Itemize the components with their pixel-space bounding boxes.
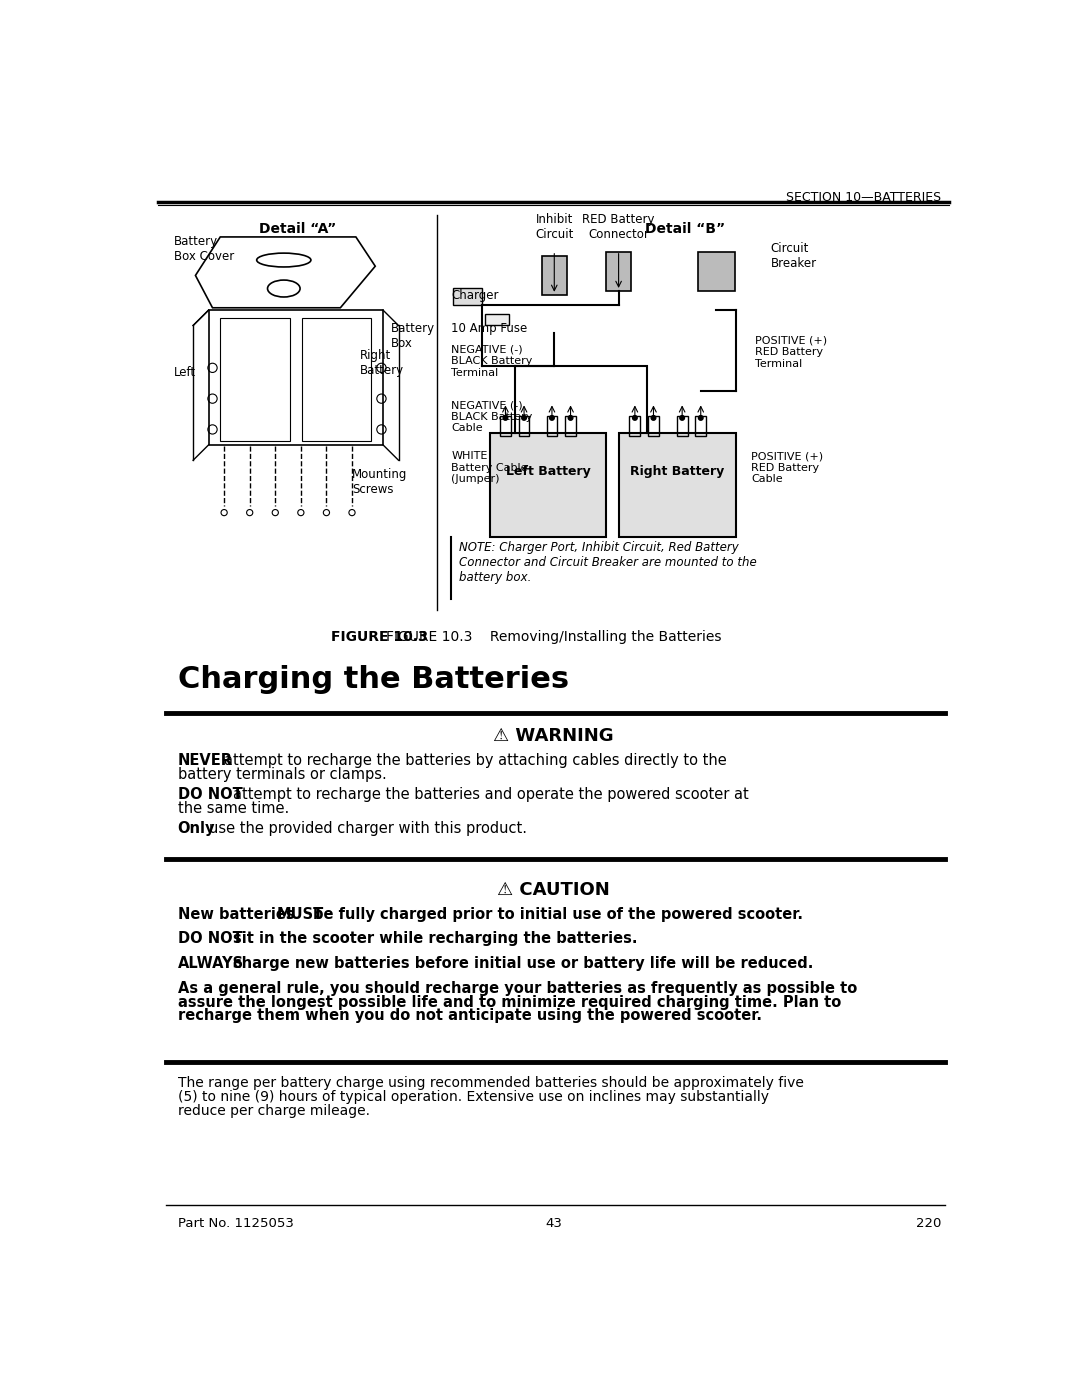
Bar [490, 433, 606, 538]
Text: ALWAYS: ALWAYS [177, 956, 244, 971]
Bar [485, 314, 509, 326]
Text: NEGATIVE (-)
BLACK Battery
Cable: NEGATIVE (-) BLACK Battery Cable [451, 400, 532, 433]
Text: The range per battery charge using recommended batteries should be approximately: The range per battery charge using recom… [177, 1076, 804, 1090]
Text: 10 Amp Fuse: 10 Amp Fuse [451, 321, 527, 335]
Text: DO NOT: DO NOT [177, 932, 242, 947]
Text: attempt to recharge the batteries and operate the powered scooter at: attempt to recharge the batteries and op… [233, 787, 750, 802]
Bar [698, 253, 734, 291]
Text: Right Battery: Right Battery [631, 465, 725, 478]
Text: 43: 43 [545, 1217, 562, 1231]
Circle shape [651, 415, 656, 420]
Text: Right
Battery: Right Battery [360, 349, 404, 377]
Text: NEGATIVE (-)
BLACK Battery
Terminal: NEGATIVE (-) BLACK Battery Terminal [451, 345, 532, 379]
Text: WHITE
Battery Cable
(Jumper): WHITE Battery Cable (Jumper) [451, 451, 528, 485]
Bar [619, 433, 735, 538]
Text: Left: Left [174, 366, 195, 380]
Circle shape [679, 415, 685, 420]
Text: Detail “B”: Detail “B” [645, 222, 726, 236]
Text: New batteries: New batteries [177, 907, 299, 922]
Text: assure the longest possible life and to minimize required charging time. Plan to: assure the longest possible life and to … [177, 995, 841, 1010]
Text: Charger: Charger [451, 289, 499, 302]
Circle shape [633, 415, 637, 420]
Text: Left Battery: Left Battery [505, 465, 591, 478]
Bar [518, 416, 529, 436]
Bar [630, 416, 640, 436]
Text: ⚠ WARNING: ⚠ WARNING [494, 726, 613, 745]
Text: Battery
Box Cover: Battery Box Cover [174, 236, 234, 264]
Text: Circuit
Breaker: Circuit Breaker [770, 242, 816, 270]
Text: RED Battery
Connector: RED Battery Connector [582, 212, 654, 240]
Text: battery terminals or clamps.: battery terminals or clamps. [177, 767, 387, 782]
Text: FIGURE 10.3: FIGURE 10.3 [332, 630, 428, 644]
Text: SECTION 10—BATTERIES: SECTION 10—BATTERIES [786, 191, 941, 204]
Text: MUST: MUST [276, 907, 324, 922]
Bar [453, 288, 482, 305]
Bar [542, 256, 567, 295]
Text: recharge them when you do not anticipate using the powered scooter.: recharge them when you do not anticipate… [177, 1009, 761, 1024]
Text: POSITIVE (+)
RED Battery
Terminal: POSITIVE (+) RED Battery Terminal [755, 335, 827, 369]
Bar [565, 416, 576, 436]
Text: Charging the Batteries: Charging the Batteries [177, 665, 569, 694]
Bar [677, 416, 688, 436]
Bar [648, 416, 659, 436]
Text: the same time.: the same time. [177, 800, 288, 816]
Circle shape [699, 415, 703, 420]
Bar [696, 416, 706, 436]
Bar [546, 416, 557, 436]
Text: attempt to recharge the batteries by attaching cables directly to the: attempt to recharge the batteries by att… [225, 753, 727, 768]
Text: use the provided charger with this product.: use the provided charger with this produ… [208, 820, 527, 835]
Bar [220, 317, 291, 441]
Text: 220: 220 [916, 1217, 941, 1231]
Circle shape [503, 415, 508, 420]
Text: reduce per charge mileage.: reduce per charge mileage. [177, 1104, 369, 1118]
Text: charge new batteries before initial use or battery life will be reduced.: charge new batteries before initial use … [233, 956, 814, 971]
Text: be fully charged prior to initial use of the powered scooter.: be fully charged prior to initial use of… [313, 907, 804, 922]
Text: sit in the scooter while recharging the batteries.: sit in the scooter while recharging the … [233, 932, 638, 947]
Text: Battery
Box: Battery Box [391, 321, 435, 349]
Text: Part No. 1125053: Part No. 1125053 [177, 1217, 294, 1231]
Text: As a general rule, you should recharge your batteries as frequently as possible : As a general rule, you should recharge y… [177, 981, 856, 996]
Bar [301, 317, 372, 441]
Bar [606, 253, 631, 291]
Text: FIGURE 10.3    Removing/Installing the Batteries: FIGURE 10.3 Removing/Installing the Batt… [386, 630, 721, 644]
Bar [500, 416, 511, 436]
Text: Only: Only [177, 820, 215, 835]
Text: NEVER: NEVER [177, 753, 232, 768]
Text: POSITIVE (+)
RED Battery
Cable: POSITIVE (+) RED Battery Cable [751, 451, 823, 485]
Text: NOTE: Charger Port, Inhibit Circuit, Red Battery
Connector and Circuit Breaker a: NOTE: Charger Port, Inhibit Circuit, Red… [459, 541, 757, 584]
Text: ⚠ CAUTION: ⚠ CAUTION [497, 880, 610, 898]
Text: DO NOT: DO NOT [177, 787, 242, 802]
Circle shape [550, 415, 554, 420]
Text: Mounting
Screws: Mounting Screws [352, 468, 407, 496]
Text: Detail “A”: Detail “A” [259, 222, 336, 236]
Circle shape [568, 415, 572, 420]
Circle shape [522, 415, 526, 420]
Text: (5) to nine (9) hours of typical operation. Extensive use on inclines may substa: (5) to nine (9) hours of typical operati… [177, 1090, 769, 1104]
Bar [208, 310, 383, 444]
Text: Inhibit
Circuit: Inhibit Circuit [535, 212, 573, 240]
